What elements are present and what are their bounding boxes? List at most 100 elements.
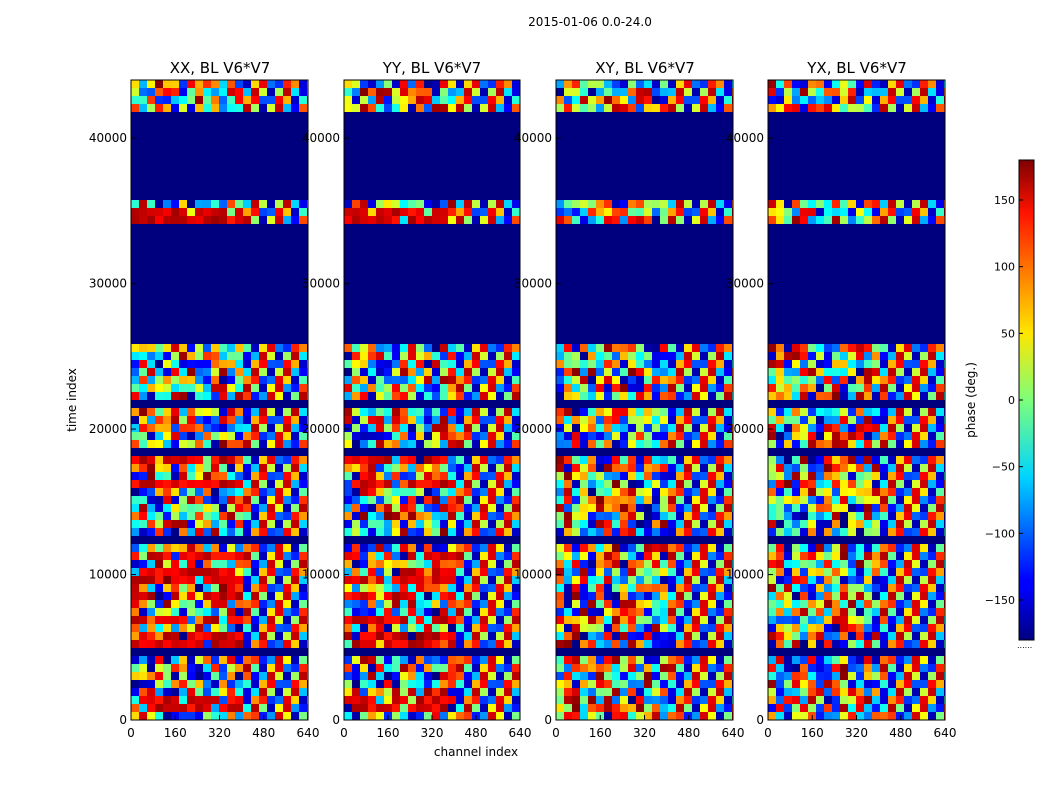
heatmap-cell — [275, 520, 284, 529]
heatmap-cell — [768, 688, 777, 697]
heatmap-cell — [480, 200, 489, 209]
heatmap-cell — [928, 688, 937, 697]
heatmap-cell — [368, 712, 377, 721]
heatmap-cell — [163, 504, 172, 513]
heatmap-cell — [448, 384, 457, 393]
heatmap-cell — [259, 632, 268, 641]
heatmap-cell — [644, 584, 653, 593]
heatmap-cell — [344, 384, 353, 393]
heatmap-cell — [275, 440, 284, 449]
heatmap-cell — [824, 488, 833, 497]
heatmap-cell — [448, 616, 457, 625]
heatmap-cell — [227, 608, 236, 617]
heatmap-cell — [155, 600, 164, 609]
heatmap-cell — [496, 480, 505, 489]
heatmap-cell — [376, 216, 385, 225]
heatmap-cell — [480, 440, 489, 449]
heatmap-cell — [768, 616, 777, 625]
heatmap-cell — [692, 408, 701, 417]
heatmap-cell — [700, 608, 709, 617]
heatmap-cell — [880, 568, 889, 577]
heatmap-cell — [920, 672, 929, 681]
heatmap-cell — [275, 216, 284, 225]
heatmap-cell — [716, 352, 725, 361]
heatmap-cell — [880, 104, 889, 113]
heatmap-cell — [432, 344, 441, 353]
heatmap-cell — [360, 496, 369, 505]
heatmap-cell — [848, 656, 857, 665]
heatmap-cell — [203, 592, 212, 601]
heatmap-cell — [800, 704, 809, 713]
heatmap-cell — [432, 384, 441, 393]
heatmap-cell — [432, 576, 441, 585]
heatmap-cell — [692, 504, 701, 513]
heatmap-cell — [920, 600, 929, 609]
heatmap-cell — [179, 568, 188, 577]
heatmap-cell — [904, 200, 913, 209]
heatmap-cell — [580, 624, 589, 633]
heatmap-cell — [716, 208, 725, 217]
heatmap-cell — [792, 632, 801, 641]
heatmap-cell — [352, 368, 361, 377]
heatmap-cell — [716, 424, 725, 433]
heatmap-cell — [480, 88, 489, 97]
heatmap-cell — [896, 688, 905, 697]
heatmap-cell — [776, 672, 785, 681]
heatmap-cell — [596, 104, 605, 113]
heatmap-cell — [131, 592, 140, 601]
heatmap-cell — [267, 512, 276, 521]
heatmap-cell — [792, 424, 801, 433]
heatmap-cell — [912, 216, 921, 225]
heatmap-cell — [808, 88, 817, 97]
heatmap-cell — [195, 544, 204, 553]
heatmap-cell — [700, 104, 709, 113]
heatmap-cell — [416, 592, 425, 601]
heatmap-flagged-row — [768, 152, 945, 161]
heatmap-cell — [488, 680, 497, 689]
heatmap-cell — [928, 432, 937, 441]
heatmap-cell — [620, 616, 629, 625]
heatmap-cell — [504, 568, 513, 577]
heatmap-cell — [211, 344, 220, 353]
heatmap-cell — [408, 656, 417, 665]
heatmap-cell — [588, 408, 597, 417]
heatmap-cell — [488, 408, 497, 417]
heatmap-cell — [291, 344, 300, 353]
heatmap-cell — [644, 352, 653, 361]
heatmap-cell — [596, 600, 605, 609]
heatmap-cell — [376, 584, 385, 593]
heatmap-cell — [195, 376, 204, 385]
heatmap-cell — [872, 216, 881, 225]
heatmap-cell — [219, 368, 228, 377]
heatmap-cell — [668, 472, 677, 481]
heatmap-cell — [195, 480, 204, 489]
heatmap-cell — [556, 544, 565, 553]
heatmap-cell — [840, 696, 849, 705]
heatmap-flagged-row — [131, 280, 308, 289]
heatmap-cell — [612, 688, 621, 697]
heatmap-cell — [768, 672, 777, 681]
x-tick-label: 0 — [552, 726, 560, 740]
heatmap-cell — [768, 680, 777, 689]
heatmap-cell — [572, 528, 581, 537]
heatmap-cell — [848, 552, 857, 561]
heatmap-cell — [416, 704, 425, 713]
heatmap-cell — [660, 680, 669, 689]
heatmap-cell — [708, 504, 717, 513]
heatmap-cell — [456, 592, 465, 601]
heatmap-cell — [660, 632, 669, 641]
heatmap-cell — [131, 584, 140, 593]
heatmap-cell — [652, 672, 661, 681]
heatmap-cell — [384, 584, 393, 593]
heatmap-cell — [832, 88, 841, 97]
heatmap-cell — [708, 696, 717, 705]
heatmap-cell — [684, 480, 693, 489]
heatmap-cell — [275, 464, 284, 473]
heatmap-cell — [824, 88, 833, 97]
heatmap-cell — [368, 624, 377, 633]
heatmap-cell — [832, 592, 841, 601]
heatmap-cell — [440, 584, 449, 593]
heatmap-cell — [408, 472, 417, 481]
heatmap-cell — [620, 624, 629, 633]
